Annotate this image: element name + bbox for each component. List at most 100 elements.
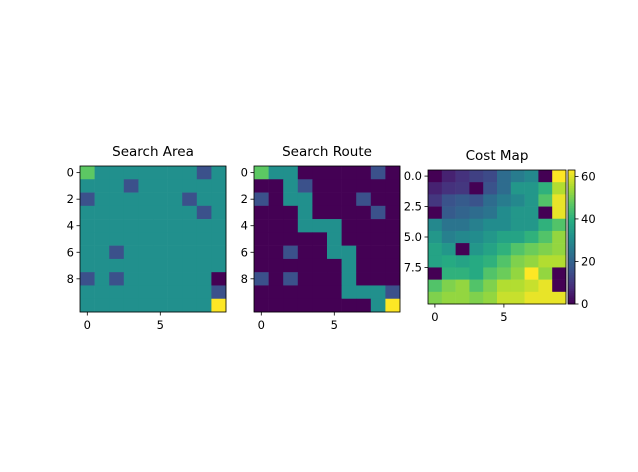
heatmap-cell <box>370 232 386 246</box>
colorbar-segment <box>568 266 575 269</box>
heatmap-cell <box>196 205 212 220</box>
heatmap-cell <box>538 230 553 244</box>
y-tick-label: 4 <box>67 219 74 233</box>
colorbar-segment <box>568 254 575 258</box>
colorbar-segment <box>568 183 575 187</box>
heatmap-cell <box>510 255 525 268</box>
heatmap-cell <box>138 285 154 300</box>
heatmap-cell <box>552 170 567 183</box>
heatmap-cell <box>94 219 110 233</box>
heatmap-cell <box>153 258 168 273</box>
heatmap-cell <box>497 218 512 232</box>
heatmap-cell <box>109 245 125 260</box>
colorbar-segment <box>568 196 575 200</box>
heatmap-cell <box>196 179 212 193</box>
x-tick-label: 5 <box>331 318 338 332</box>
heatmap-cell <box>167 232 183 246</box>
heatmap-cell <box>497 267 512 280</box>
heatmap-cell <box>254 232 269 246</box>
heatmap-cell <box>538 206 553 220</box>
heatmap-cell <box>524 267 539 280</box>
heatmap-cell <box>455 267 470 280</box>
colorbar-segment <box>568 192 575 195</box>
heatmap-cell <box>455 279 470 293</box>
heatmap-cell <box>552 255 567 268</box>
heatmap-cell <box>211 245 227 260</box>
colorbar-frame <box>567 169 576 305</box>
colorbar-segment <box>568 181 575 184</box>
heatmap-cell <box>341 272 357 286</box>
y-tick-label: 0 <box>241 166 248 180</box>
heatmap-cell <box>524 218 539 232</box>
heatmap-cell <box>327 166 342 180</box>
heatmap-panel-2: Search Route 0 5 0 2 4 6 8 <box>241 144 401 332</box>
x-tick-label: 0 <box>431 310 438 324</box>
heatmap-cell <box>370 258 386 273</box>
colorbar-segment <box>568 248 575 251</box>
heatmap-cell <box>341 192 357 207</box>
heatmap-cell <box>182 258 198 273</box>
heatmap-cell <box>327 205 342 220</box>
colorbar-segment <box>568 194 575 198</box>
heatmap-cell <box>153 205 168 220</box>
heatmap-cell <box>356 205 372 220</box>
heatmap-cell <box>510 218 525 232</box>
heatmap-cell <box>469 194 484 207</box>
colorbar-segment <box>568 185 575 189</box>
heatmap-cell <box>312 285 328 300</box>
heatmap-cell <box>109 205 125 220</box>
heatmap-cell <box>552 291 567 305</box>
heatmap-cell <box>196 258 212 273</box>
heatmap-cell <box>385 219 401 233</box>
colorbar-segment <box>568 290 575 294</box>
heatmap-cell <box>94 179 110 193</box>
heatmap-cell <box>455 218 470 232</box>
heatmap-cell <box>524 279 539 293</box>
heatmap-cell <box>428 194 443 207</box>
heatmap-cell <box>483 279 498 293</box>
heatmap-cell <box>138 179 154 193</box>
heatmap-cell <box>428 218 443 232</box>
heatmap-cell <box>510 267 525 280</box>
heatmap-cell <box>483 182 498 195</box>
colorbar-segment <box>568 279 575 283</box>
heatmap-cell <box>211 219 227 233</box>
heatmap-cell <box>370 272 386 286</box>
y-tick-label: 2 <box>67 192 74 206</box>
heatmap-cell <box>196 192 212 207</box>
heatmap-cell <box>441 279 456 293</box>
heatmap-cell <box>455 194 470 207</box>
heatmap-cell <box>497 194 512 207</box>
panel-title: Search Route <box>282 144 372 160</box>
heatmap-cell <box>182 285 198 300</box>
heatmap-cell <box>327 285 342 300</box>
heatmap-cell <box>510 182 525 195</box>
heatmap-cell <box>370 179 386 193</box>
heatmap-cell <box>268 205 284 220</box>
heatmap-cell <box>268 192 284 207</box>
heatmap-cell <box>370 219 386 233</box>
heatmap-cell <box>123 298 139 313</box>
colorbar-tick-label: 20 <box>581 254 596 268</box>
heatmap-cell <box>441 182 456 195</box>
heatmap-cell <box>428 267 443 280</box>
heatmap-cell <box>327 192 342 207</box>
heatmap-cell <box>123 245 139 260</box>
heatmap-cell <box>196 298 212 313</box>
colorbar-segment <box>568 281 575 285</box>
heatmap-cell <box>356 232 372 246</box>
heatmap-cell <box>196 166 212 180</box>
heatmap-cell <box>510 279 525 293</box>
heatmap-cell <box>196 219 212 233</box>
heatmap-cell <box>469 206 484 220</box>
heatmap-cell <box>80 232 95 246</box>
heatmap-cell <box>428 291 443 305</box>
heatmap-cell <box>167 285 183 300</box>
heatmap-cell <box>356 219 372 233</box>
heatmap-cell <box>211 298 227 313</box>
heatmap-cell <box>123 166 139 180</box>
heatmap-cell <box>109 232 125 246</box>
heatmap-cell <box>211 179 227 193</box>
heatmap-cell <box>123 285 139 300</box>
heatmap-cell <box>385 285 401 300</box>
